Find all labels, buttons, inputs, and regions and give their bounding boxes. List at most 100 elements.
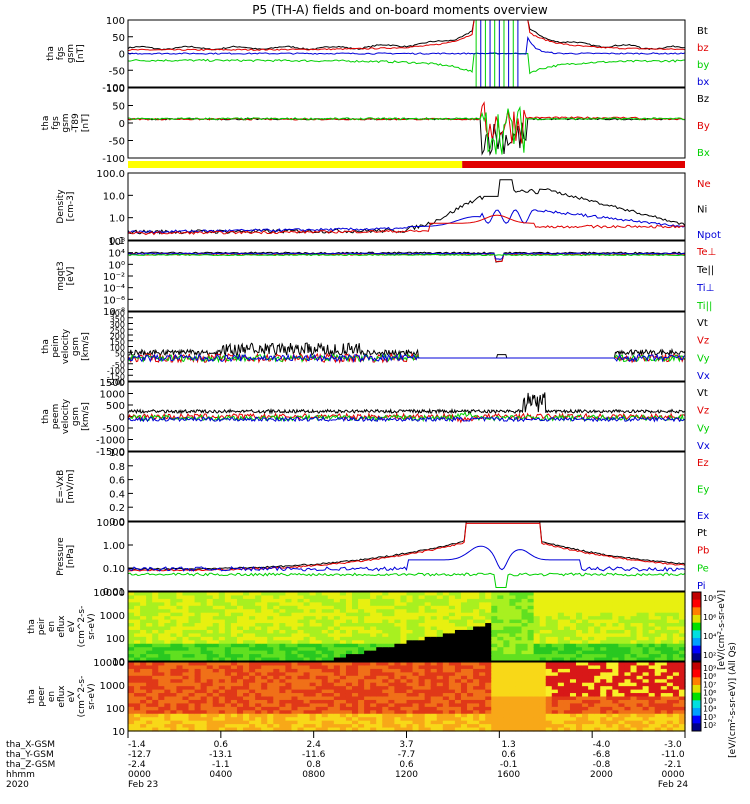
heatmap-cell (576, 626, 583, 631)
heatmap-cell (194, 643, 202, 648)
heatmap-cell (551, 693, 559, 698)
heatmap-cell (134, 619, 141, 624)
heatmap-cell (606, 605, 613, 610)
heatmap-cell (576, 689, 583, 694)
y-tick-label: 10⁻⁸ (103, 307, 125, 318)
heatmap-cell (473, 616, 480, 621)
heatmap-cell (261, 626, 268, 631)
heatmap-cell (503, 619, 511, 624)
heatmap-cell (358, 724, 365, 729)
heatmap-cell (442, 623, 450, 628)
heatmap-cell (400, 605, 408, 610)
heatmap-cell (678, 699, 686, 704)
heatmap-cell (533, 724, 541, 729)
heatmap-cell (333, 689, 341, 694)
heatmap-cell (412, 640, 420, 645)
heatmap-cell (146, 668, 153, 673)
y-tick-label: 50 (112, 102, 125, 113)
heatmap-cell (594, 665, 601, 670)
heatmap-cell (418, 654, 426, 659)
x-value: -0.1 (500, 760, 518, 770)
heatmap-cell (243, 686, 250, 691)
x-value: -11.6 (302, 750, 326, 760)
heatmap-cell (654, 657, 662, 662)
heatmap-cell (600, 592, 607, 597)
y-tick-label: 0.10 (103, 564, 125, 575)
heatmap-cell (642, 706, 650, 711)
heatmap-cell (497, 636, 504, 641)
heatmap-cell (521, 623, 529, 628)
heatmap-cell (273, 689, 280, 694)
heatmap-cell (636, 662, 644, 667)
heatmap-cell (412, 682, 420, 687)
heatmap-cell (267, 657, 274, 662)
heatmap-cell (134, 668, 141, 673)
heatmap-cell (134, 654, 141, 659)
heatmap-cell (176, 682, 184, 687)
heatmap-cell (624, 616, 632, 621)
heatmap-cell (545, 633, 553, 638)
heatmap-cell (473, 654, 480, 659)
heatmap-cell (285, 679, 293, 684)
heatmap-cell (327, 612, 335, 617)
heatmap-cell (406, 616, 414, 621)
heatmap-cell (206, 693, 214, 698)
heatmap-cell (200, 710, 208, 715)
heatmap-cell (339, 720, 347, 725)
heatmap-cell (224, 595, 232, 600)
heatmap-cell (660, 682, 668, 687)
heatmap-cell (479, 662, 486, 667)
heatmap-cell (460, 668, 468, 673)
heatmap-cell (321, 609, 329, 614)
heatmap-cell (146, 675, 153, 680)
heatmap-cell (576, 668, 583, 673)
heatmap-cell (527, 672, 535, 677)
heatmap-cell (140, 612, 147, 617)
heatmap-cell (206, 724, 214, 729)
heatmap-cell (170, 619, 178, 624)
heatmap-cell (624, 654, 632, 659)
heatmap-cell (448, 720, 456, 725)
heatmap-cell (303, 616, 311, 621)
heatmap-cell (315, 679, 323, 684)
heatmap-cell (642, 682, 650, 687)
heatmap-cell (358, 682, 365, 687)
legend-item: Pb (697, 546, 709, 557)
heatmap-cell (582, 602, 589, 607)
heatmap-cell (642, 720, 650, 725)
heatmap-cell (467, 616, 474, 621)
ylabel-line: eflux (57, 615, 67, 638)
heatmap-cell (164, 668, 171, 673)
heatmap-cell (642, 679, 650, 684)
heatmap-cell (424, 682, 432, 687)
heatmap-cell (594, 609, 601, 614)
heatmap-cell (370, 689, 377, 694)
heatmap-cell (588, 657, 595, 662)
heatmap-cell (539, 598, 547, 603)
heatmap-cell (243, 657, 250, 662)
heatmap-cell (460, 717, 468, 722)
heatmap-cell (418, 623, 426, 628)
heatmap-cell (158, 616, 165, 621)
heatmap-cell (582, 706, 589, 711)
heatmap-cell (315, 623, 323, 628)
heatmap-cell (182, 636, 190, 641)
heatmap-cell (648, 619, 656, 624)
heatmap-cell (212, 654, 220, 659)
heatmap-cell (527, 612, 535, 617)
legend-item: Vt (697, 318, 708, 329)
heatmap-cell (509, 640, 517, 645)
heatmap-cell (442, 616, 450, 621)
heatmap-cell (291, 647, 299, 652)
heatmap-cell (618, 703, 626, 708)
heatmap-cell (249, 654, 256, 659)
heatmap-cell (503, 623, 511, 628)
heatmap-cell (551, 682, 559, 687)
heatmap-cell (206, 662, 214, 667)
heatmap-cell (352, 679, 359, 684)
heatmap-cell (672, 679, 680, 684)
heatmap-cell (382, 717, 389, 722)
heatmap-cell (249, 657, 256, 662)
heatmap-cell (255, 650, 262, 655)
heatmap-cell (382, 647, 389, 652)
